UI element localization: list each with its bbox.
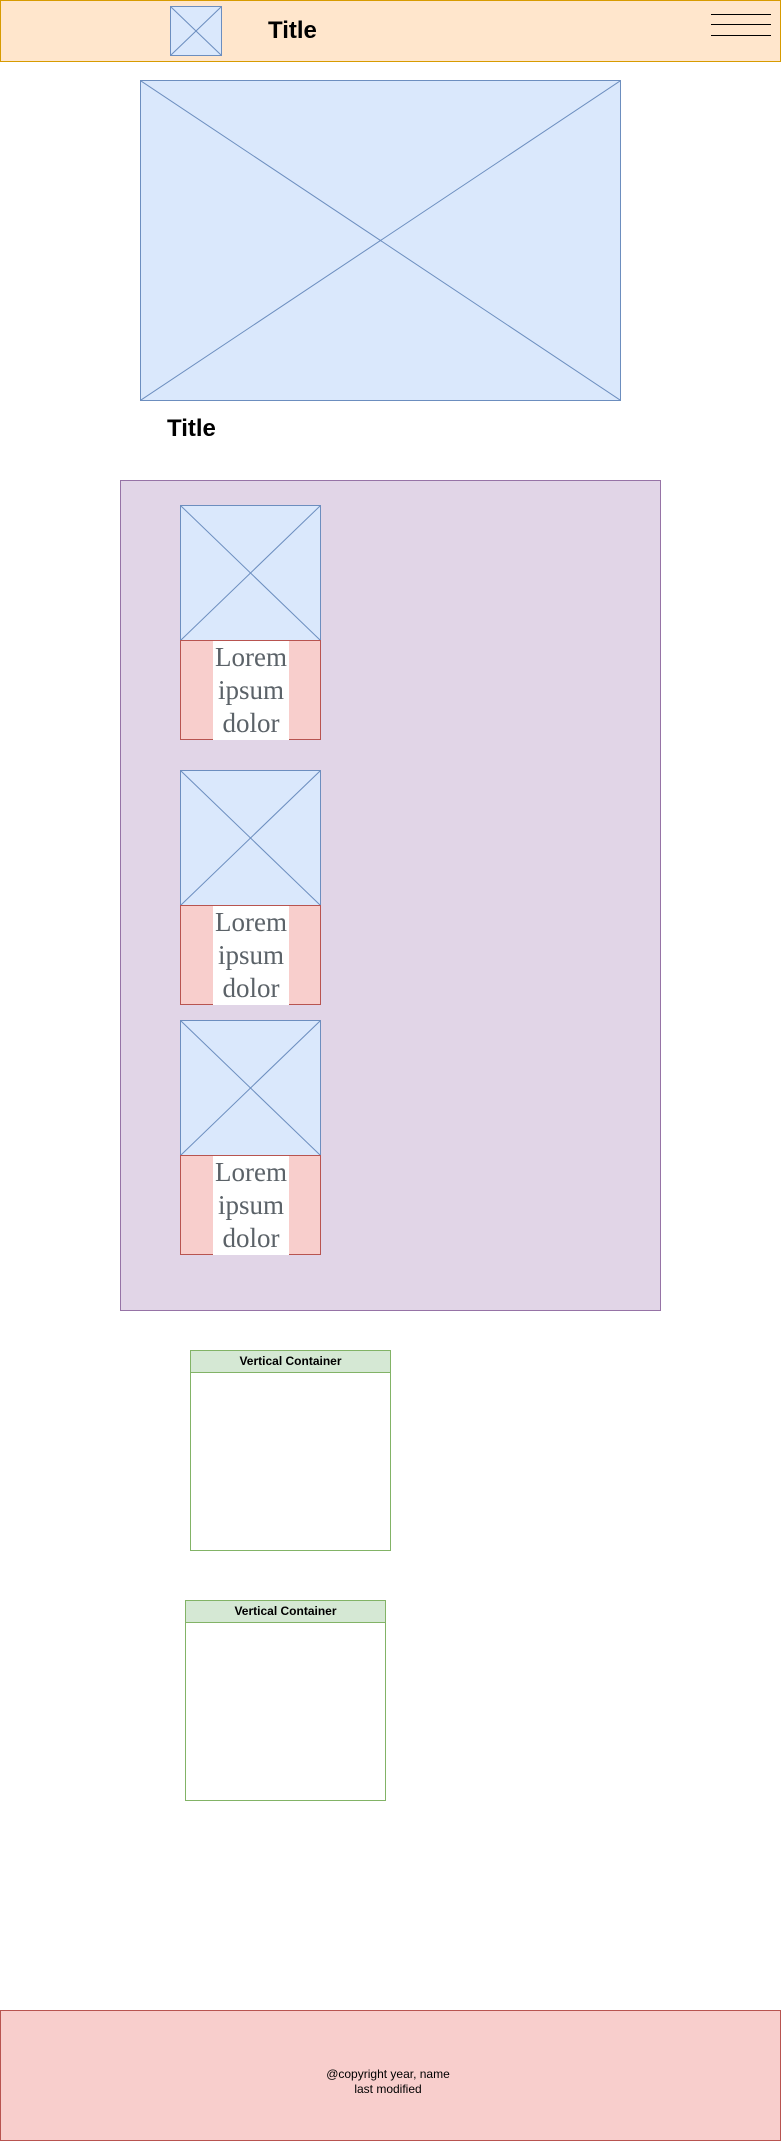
vertical-container-header: Vertical Container (186, 1601, 385, 1623)
card-text-line: ipsum (213, 939, 289, 972)
card-text: Lorem ipsum dolor (213, 906, 289, 1005)
footer-copyright: @copyright year, name (326, 2067, 450, 2081)
card-text-block: Lorem ipsum dolor (180, 905, 321, 1005)
vertical-container-header: Vertical Container (191, 1351, 390, 1373)
image-placeholder-icon (141, 81, 620, 400)
card-text: Lorem ipsum dolor (213, 641, 289, 740)
image-placeholder-icon (181, 771, 320, 905)
card-text-line: dolor (213, 972, 289, 1005)
header-bar: Title (0, 0, 781, 62)
card-image-placeholder (180, 1020, 321, 1156)
content-card[interactable]: Lorem ipsum dolor (180, 505, 321, 741)
logo-image-placeholder[interactable] (170, 6, 222, 56)
card-image-placeholder (180, 770, 321, 906)
image-placeholder-icon (181, 506, 320, 640)
vertical-container: Vertical Container (190, 1350, 391, 1551)
card-text: Lorem ipsum dolor (213, 1156, 289, 1255)
hero-image-placeholder (140, 80, 621, 401)
content-card[interactable]: Lorem ipsum dolor (180, 770, 321, 1006)
card-text-line: Lorem (213, 906, 289, 939)
card-text-line: Lorem (213, 1156, 289, 1189)
card-text-line: ipsum (213, 674, 289, 707)
footer-text: @copyright year, name last modified (1, 2067, 775, 2097)
card-text-line: ipsum (213, 1189, 289, 1222)
card-text-line: dolor (213, 707, 289, 740)
card-text-line: Lorem (213, 641, 289, 674)
content-card[interactable]: Lorem ipsum dolor (180, 1020, 321, 1256)
section-title: Title (167, 415, 216, 442)
header-title: Title (268, 17, 317, 44)
vertical-container: Vertical Container (185, 1600, 386, 1801)
footer: @copyright year, name last modified (0, 2010, 781, 2141)
footer-last-modified: last modified (354, 2082, 422, 2096)
image-placeholder-icon (171, 7, 221, 55)
image-placeholder-icon (181, 1021, 320, 1155)
card-text-block: Lorem ipsum dolor (180, 1155, 321, 1255)
card-text-line: dolor (213, 1222, 289, 1255)
card-image-placeholder (180, 505, 321, 641)
card-text-block: Lorem ipsum dolor (180, 640, 321, 740)
hamburger-menu-icon[interactable] (711, 14, 771, 38)
